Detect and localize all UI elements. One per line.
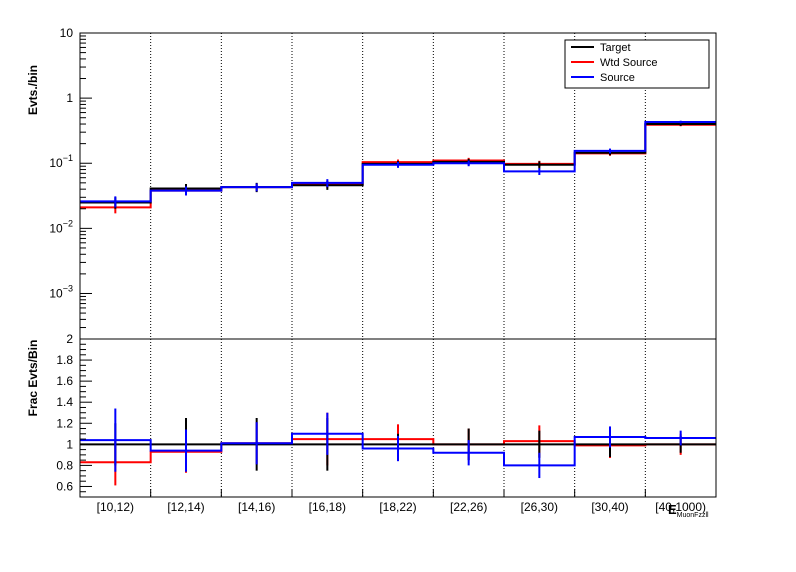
x-tick-label-18-22: [18,22)	[379, 500, 416, 514]
bottom-x-axis: [10,12) [12,14) [14,16) [16,18) [18,22) [22,2…	[97, 489, 706, 514]
legend-label-wtd-source: Wtd Source	[600, 57, 657, 69]
x-tick-label-14-16: [14,16)	[238, 500, 275, 514]
bin-value-source	[397, 163, 399, 166]
bin-value-source	[397, 447, 399, 450]
tick-base: 10	[49, 221, 63, 235]
bin-value-source	[679, 437, 682, 439]
legend-entry-target: Target	[571, 42, 631, 54]
bin-value-target	[538, 443, 541, 446]
x-tick-label-30-40: [30,40)	[591, 500, 628, 514]
bin-value-source	[538, 170, 541, 173]
bin-value-target	[538, 163, 541, 166]
bottom-y-tick-label: 1	[66, 437, 73, 451]
bin-value-source	[326, 182, 329, 184]
top-y-tick-label: 10	[60, 26, 74, 40]
bin-value-source	[609, 150, 611, 152]
bin-value-target	[679, 123, 682, 125]
tick-exponent: −1	[63, 153, 73, 163]
bottom-grid	[150, 339, 646, 497]
bin-value-source	[255, 442, 258, 445]
top-y-tick-label: 10−1	[49, 153, 73, 170]
legend-entry-wtd-source: Wtd Source	[571, 57, 657, 69]
bottom-y-tick-label: 1.6	[56, 374, 73, 388]
top-series	[80, 120, 716, 214]
x-axis-title-main: E	[668, 502, 677, 517]
series-source	[80, 120, 716, 208]
top-y-axis-title: Evts./bin	[26, 65, 40, 115]
bottom-panel: 0.6 0.8 1 1.2 1.4 1.6 1.8 2 [10,12) [12,14) [14,1…	[26, 332, 717, 519]
top-y-tick-label: 10−2	[49, 218, 73, 235]
top-y-tick-label: 10−3	[49, 283, 73, 300]
bin-value-source	[609, 436, 611, 438]
bin-value-source	[467, 162, 470, 165]
bin-value-source	[326, 433, 329, 435]
bottom-y-tick-label: 1.4	[56, 395, 73, 409]
bin-value-source	[538, 464, 541, 467]
tick-exponent: −2	[63, 218, 73, 228]
x-tick-label-22-26: [22,26)	[450, 500, 487, 514]
bottom-series	[80, 408, 716, 486]
bottom-y-tick-label: 0.6	[56, 479, 73, 493]
x-tick-label-12-14: [12,14)	[167, 500, 204, 514]
legend-label-source: Source	[600, 72, 635, 84]
x-tick-label-40-1000: [40,1000)	[655, 500, 706, 514]
bottom-y-tick-label: 2	[66, 332, 73, 346]
tick-exponent: −3	[63, 283, 73, 293]
tick-base: 10	[49, 286, 63, 300]
bottom-y-tick-label: 1.8	[56, 353, 73, 367]
bottom-y-tick-label: 0.8	[56, 458, 73, 472]
x-tick-label-16-18: [16,18)	[309, 500, 346, 514]
bin-value-source	[114, 439, 117, 441]
bottom-y-axis-title: Frac Evts/Bin	[26, 340, 40, 417]
bottom-y-tick-label: 1.2	[56, 416, 73, 430]
bin-value-source	[185, 449, 187, 452]
top-y-tick-label: 1	[66, 91, 73, 105]
legend-label-target: Target	[600, 42, 631, 54]
step-line-wtd-source	[80, 438, 716, 464]
series-source	[80, 408, 716, 479]
x-axis-title: EMuonFzzll	[668, 502, 709, 519]
bin-value-source	[679, 121, 682, 123]
x-axis-title-sub: MuonFzzll	[677, 512, 709, 519]
x-tick-label-26-30: [26,30)	[521, 500, 558, 514]
x-tick-label-10-12: [10,12)	[97, 500, 134, 514]
legend-entry-source: Source	[571, 72, 635, 84]
tick-base: 10	[49, 156, 63, 170]
bin-value-source	[467, 451, 470, 454]
bottom-y-axis: 0.6 0.8 1 1.2 1.4 1.6 1.8 2	[56, 332, 92, 498]
bin-value-source	[114, 200, 117, 203]
legend: Target Wtd Source Source	[564, 39, 710, 89]
bin-value-source	[255, 186, 258, 188]
bin-value-source	[185, 189, 187, 192]
